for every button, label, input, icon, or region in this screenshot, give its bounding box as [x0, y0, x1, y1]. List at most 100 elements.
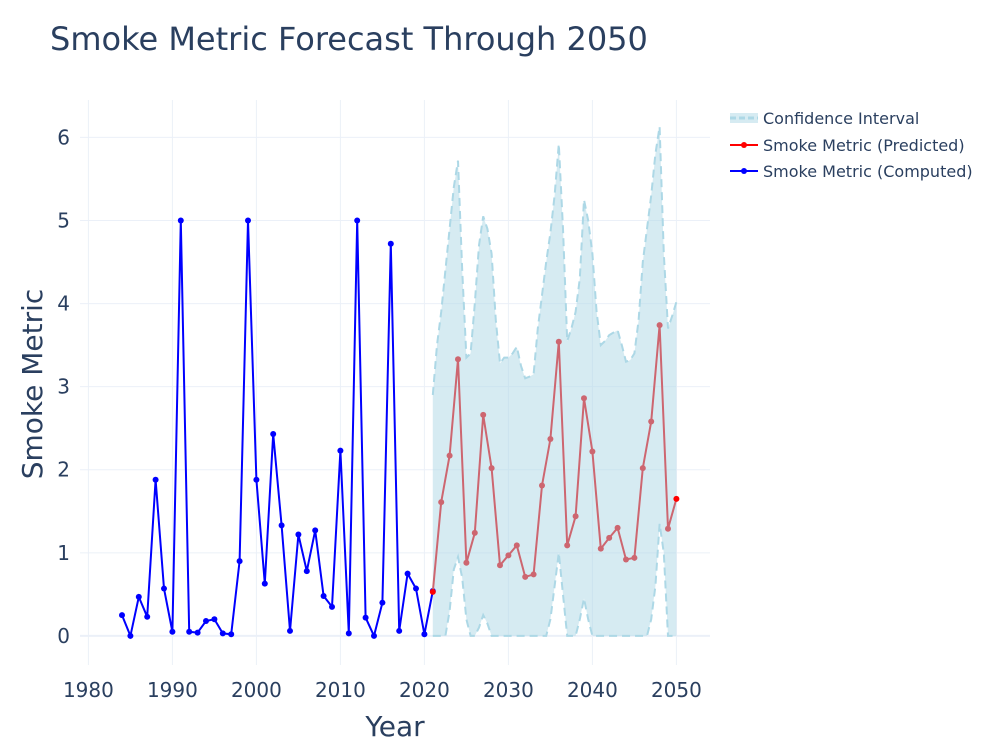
legend-label-predicted: Smoke Metric (Predicted): [763, 136, 965, 155]
smoke-metric-computed-point[interactable]: [278, 522, 285, 529]
smoke-metric-computed-point[interactable]: [270, 431, 277, 438]
smoke-metric-computed-point[interactable]: [337, 447, 344, 454]
smoke-metric-computed-point[interactable]: [161, 585, 167, 592]
series-layer: [119, 217, 680, 640]
smoke-metric-predicted-point[interactable]: [547, 436, 554, 442]
smoke-metric-computed-point[interactable]: [219, 630, 226, 637]
smoke-metric-computed-point[interactable]: [312, 527, 319, 534]
smoke-metric-computed-point[interactable]: [413, 585, 419, 592]
legend-item-confidence-interval[interactable]: Confidence Interval: [730, 109, 919, 128]
x-tick-label: 2010: [315, 678, 366, 702]
smoke-metric-computed-point[interactable]: [169, 628, 176, 635]
x-tick-label: 2020: [399, 678, 450, 702]
smoke-metric-predicted-point[interactable]: [497, 562, 503, 569]
y-tick-label: 5: [57, 208, 70, 232]
smoke-metric-predicted-point[interactable]: [480, 411, 487, 418]
x-tick-label: 2050: [651, 678, 702, 702]
smoke-metric-predicted-point[interactable]: [438, 499, 445, 506]
legend-label-computed: Smoke Metric (Computed): [763, 162, 973, 181]
smoke-metric-computed-point[interactable]: [211, 616, 218, 623]
y-tick-label: 6: [57, 125, 70, 149]
legend-marker-predicted: [741, 142, 747, 148]
smoke-metric-computed-point[interactable]: [362, 614, 369, 621]
smoke-metric-computed-point[interactable]: [354, 217, 361, 224]
smoke-metric-predicted-point[interactable]: [564, 542, 571, 549]
smoke-metric-predicted-point[interactable]: [597, 545, 604, 552]
smoke-metric-predicted-point[interactable]: [446, 452, 453, 459]
chart-title: Smoke Metric Forecast Through 2050: [50, 20, 648, 58]
smoke-metric-computed-point[interactable]: [135, 593, 142, 600]
smoke-metric-predicted-point[interactable]: [455, 356, 461, 363]
y-tick-label: 2: [57, 458, 70, 482]
x-tick-label: 2040: [567, 678, 618, 702]
smoke-metric-predicted-point[interactable]: [471, 529, 478, 536]
smoke-metric-predicted-point[interactable]: [648, 418, 655, 425]
legend-label-ci: Confidence Interval: [763, 109, 919, 128]
y-tick-label: 4: [57, 292, 70, 316]
smoke-metric-predicted-point[interactable]: [429, 588, 436, 595]
smoke-metric-predicted-point[interactable]: [513, 542, 520, 549]
y-tick-label: 3: [57, 375, 70, 399]
smoke-metric-computed-point[interactable]: [320, 593, 327, 600]
smoke-metric-predicted-point[interactable]: [572, 513, 579, 520]
smoke-metric-predicted-point[interactable]: [581, 395, 587, 402]
smoke-metric-computed-point[interactable]: [245, 217, 251, 224]
smoke-metric-predicted-point[interactable]: [522, 573, 529, 580]
smoke-metric-computed-point[interactable]: [329, 603, 335, 610]
smoke-metric-computed-point[interactable]: [303, 568, 310, 575]
smoke-metric-predicted-point[interactable]: [589, 448, 596, 455]
smoke-metric-computed-point[interactable]: [345, 630, 352, 637]
smoke-metric-computed-point[interactable]: [186, 628, 193, 635]
smoke-metric-computed-point[interactable]: [396, 627, 403, 634]
smoke-metric-computed-line: [121, 220, 434, 640]
y-tick-label: 1: [57, 541, 70, 565]
smoke-metric-predicted-point[interactable]: [463, 559, 470, 566]
smoke-metric-predicted-point[interactable]: [606, 534, 613, 541]
smoke-metric-predicted-point[interactable]: [656, 322, 663, 329]
smoke-metric-predicted-point[interactable]: [623, 556, 629, 563]
ci-lower-bound: [432, 523, 677, 637]
smoke-metric-predicted-point[interactable]: [530, 571, 537, 578]
smoke-metric-computed-point[interactable]: [371, 632, 377, 639]
x-tick-label: 1990: [147, 678, 198, 702]
smoke-metric-computed-point[interactable]: [261, 580, 268, 587]
smoke-metric-computed-point[interactable]: [194, 629, 201, 636]
smoke-metric-computed-point[interactable]: [228, 631, 235, 638]
smoke-metric-computed-point[interactable]: [379, 599, 386, 606]
smoke-metric-computed-point[interactable]: [203, 617, 209, 624]
smoke-metric-predicted-point[interactable]: [639, 465, 646, 472]
smoke-metric-computed-point[interactable]: [295, 531, 302, 538]
smoke-metric-predicted-point[interactable]: [665, 525, 671, 532]
y-tick-label: 0: [57, 624, 70, 648]
smoke-metric-computed-point[interactable]: [144, 613, 151, 620]
y-axis-title: Smoke Metric: [16, 289, 49, 480]
smoke-metric-predicted-point[interactable]: [505, 552, 512, 559]
smoke-metric-predicted-point[interactable]: [673, 495, 680, 502]
smoke-metric-computed-point[interactable]: [177, 217, 184, 224]
smoke-metric-computed-point[interactable]: [236, 558, 243, 565]
legend-item-computed[interactable]: Smoke Metric (Computed): [730, 162, 973, 181]
smoke-metric-predicted-point[interactable]: [539, 482, 545, 489]
smoke-metric-predicted-point[interactable]: [614, 524, 621, 531]
x-axis-title: Year: [364, 710, 425, 743]
smoke-metric-computed-point[interactable]: [152, 476, 159, 483]
smoke-metric-computed-point[interactable]: [127, 632, 134, 639]
smoke-metric-predicted-point[interactable]: [488, 465, 495, 472]
legend-swatch-ci-fill: [730, 113, 758, 123]
tick-layer: 1980 1990 2000 2010 2020 2030 2040 2050 0 1 2 3 4 5 6: [57, 125, 702, 702]
legend[interactable]: Confidence Interval Smoke Metric (Predic…: [730, 109, 973, 181]
legend-marker-computed: [741, 168, 747, 174]
smoke-metric-computed-point[interactable]: [421, 631, 428, 638]
smoke-metric-computed-point[interactable]: [253, 476, 260, 483]
smoke-metric-computed-point[interactable]: [387, 240, 394, 247]
smoke-metric-predicted-point[interactable]: [631, 554, 638, 561]
x-tick-label: 2030: [483, 678, 534, 702]
smoke-metric-computed-point[interactable]: [119, 612, 125, 619]
legend-item-predicted[interactable]: Smoke Metric (Predicted): [730, 136, 965, 155]
x-tick-label: 2000: [231, 678, 282, 702]
smoke-metric-computed-point[interactable]: [404, 570, 411, 577]
smoke-metric-computed-point[interactable]: [287, 627, 293, 634]
smoke-metric-predicted-point[interactable]: [555, 338, 562, 345]
